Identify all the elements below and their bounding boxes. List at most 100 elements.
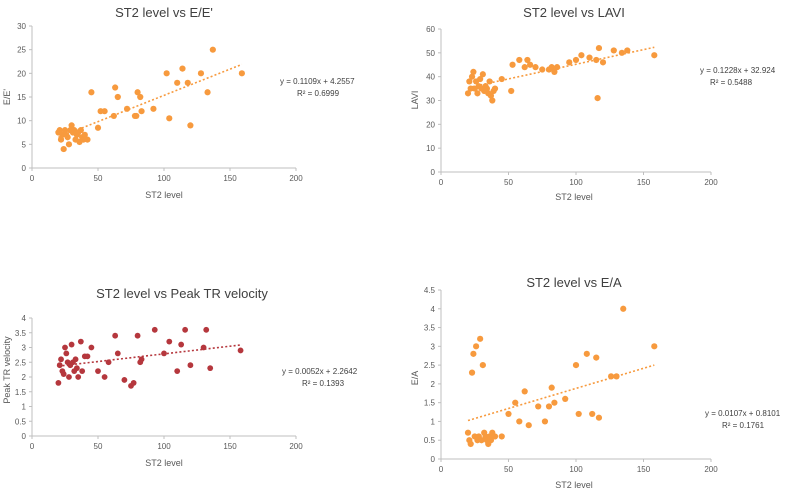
y-axis-label: LAVI bbox=[410, 91, 420, 110]
data-point bbox=[578, 52, 585, 59]
data-point bbox=[161, 350, 167, 357]
data-point bbox=[491, 433, 499, 440]
y-tick-label: 50 bbox=[426, 49, 435, 58]
data-point bbox=[79, 368, 86, 374]
y-tick-label: 3.5 bbox=[424, 324, 436, 333]
data-point bbox=[487, 437, 495, 444]
data-point bbox=[60, 371, 67, 377]
data-point bbox=[133, 112, 140, 120]
x-tick-label: 150 bbox=[637, 178, 651, 187]
data-point bbox=[539, 66, 546, 73]
y-tick-label: 15 bbox=[17, 93, 26, 102]
y-tick-label: 4.5 bbox=[424, 286, 436, 295]
data-point bbox=[166, 115, 173, 122]
data-point bbox=[55, 380, 62, 386]
x-tick-label: 200 bbox=[704, 465, 718, 474]
data-point bbox=[166, 338, 173, 345]
y-tick-label: 1 bbox=[22, 403, 27, 412]
y-axis-label: Peak TR velocity bbox=[2, 336, 12, 404]
data-point bbox=[72, 356, 79, 363]
chart-title: ST2 level vs E/A bbox=[526, 275, 622, 290]
data-point bbox=[593, 354, 600, 361]
data-point bbox=[651, 52, 658, 59]
data-point bbox=[187, 122, 194, 129]
x-tick-label: 0 bbox=[439, 178, 444, 187]
data-point bbox=[77, 338, 84, 345]
y-tick-label: 60 bbox=[426, 25, 435, 34]
data-point bbox=[64, 134, 71, 141]
data-point bbox=[134, 332, 141, 339]
x-axis-label: ST2 level bbox=[555, 480, 593, 490]
chart-title: ST2 level vs LAVI bbox=[523, 5, 625, 20]
data-point bbox=[163, 70, 170, 77]
data-point bbox=[508, 87, 515, 95]
x-tick-label: 100 bbox=[157, 442, 171, 451]
data-point bbox=[112, 332, 119, 339]
data-point bbox=[75, 374, 82, 380]
data-point bbox=[209, 46, 216, 53]
chart-e-e-prime: ST2 level vs E/E' ST2 level E/E' y = 0.1… bbox=[2, 5, 355, 200]
y-tick-label: 0 bbox=[22, 164, 27, 173]
data-point bbox=[525, 422, 532, 429]
y-tick-label: 3.5 bbox=[15, 329, 27, 338]
y-tick-label: 10 bbox=[17, 117, 26, 126]
data-point bbox=[137, 93, 144, 101]
data-point bbox=[613, 373, 620, 380]
data-point bbox=[551, 399, 558, 406]
data-point bbox=[524, 56, 531, 64]
data-point bbox=[478, 437, 485, 444]
y-tick-label: 10 bbox=[426, 144, 435, 153]
x-axis-label: ST2 level bbox=[145, 458, 183, 468]
data-point bbox=[594, 95, 601, 102]
y-tick-label: 2.5 bbox=[15, 358, 27, 367]
x-axis-label: ST2 level bbox=[145, 190, 183, 200]
x-tick-label: 100 bbox=[157, 174, 171, 183]
data-point bbox=[610, 47, 617, 54]
chart-e-a: ST2 level vs E/A ST2 level E/A y = 0.010… bbox=[410, 275, 781, 490]
data-point bbox=[112, 84, 119, 91]
data-point bbox=[88, 89, 95, 96]
chart-peak-tr-velocity: ST2 level vs Peak TR velocity ST2 level … bbox=[2, 286, 358, 468]
x-tick-label: 50 bbox=[504, 465, 513, 474]
data-point bbox=[178, 341, 185, 348]
data-point bbox=[545, 403, 553, 410]
y-tick-label: 25 bbox=[17, 46, 26, 55]
x-axis-label: ST2 level bbox=[555, 192, 593, 202]
data-point bbox=[61, 127, 69, 134]
data-point bbox=[554, 64, 561, 71]
data-point bbox=[184, 79, 191, 86]
trendline-equation: y = 0.0107x + 0.8101 bbox=[705, 409, 781, 418]
x-tick-label: 200 bbox=[289, 174, 303, 183]
data-point bbox=[575, 410, 582, 418]
x-tick-label: 150 bbox=[637, 465, 651, 474]
data-point bbox=[174, 368, 181, 374]
data-point bbox=[516, 56, 523, 64]
data-point bbox=[464, 429, 472, 436]
data-point bbox=[464, 90, 472, 97]
data-point bbox=[521, 388, 528, 395]
data-point bbox=[174, 79, 181, 86]
data-point bbox=[512, 399, 519, 406]
data-point bbox=[110, 112, 117, 120]
data-point bbox=[516, 418, 523, 425]
data-point bbox=[114, 350, 121, 357]
data-point bbox=[535, 403, 542, 410]
data-point bbox=[608, 373, 615, 380]
data-point bbox=[509, 61, 516, 68]
data-point bbox=[81, 131, 88, 138]
data-point bbox=[62, 344, 68, 351]
data-point bbox=[182, 326, 189, 333]
data-point bbox=[467, 440, 474, 448]
data-point bbox=[66, 374, 72, 380]
data-point bbox=[138, 108, 145, 115]
data-point bbox=[101, 374, 108, 380]
data-point bbox=[498, 75, 505, 83]
data-point bbox=[474, 90, 481, 97]
data-point bbox=[593, 56, 600, 64]
data-point bbox=[84, 353, 91, 360]
data-point bbox=[114, 93, 121, 101]
data-point bbox=[572, 362, 580, 369]
y-tick-label: 2.5 bbox=[424, 361, 436, 370]
data-point bbox=[477, 75, 484, 83]
trendline-r2: R² = 0.1761 bbox=[722, 421, 765, 430]
